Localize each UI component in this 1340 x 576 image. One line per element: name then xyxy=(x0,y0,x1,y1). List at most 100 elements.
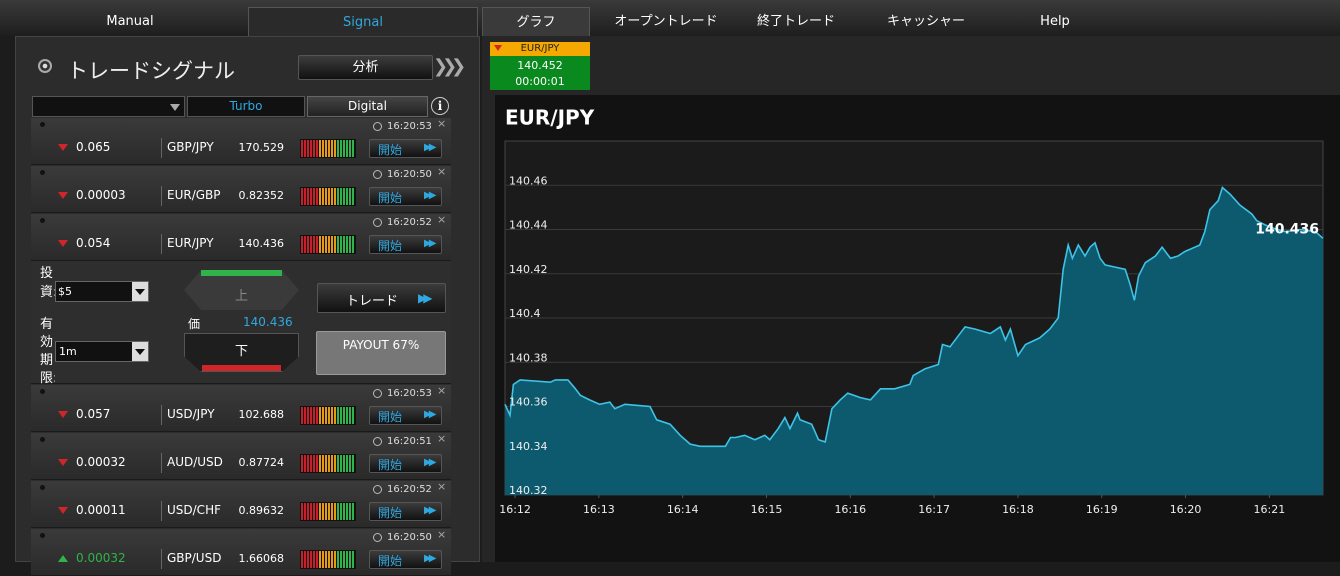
price-label: 価 xyxy=(188,317,201,331)
x-tick-label: 16:20 xyxy=(1170,503,1202,516)
up-button[interactable]: 上 xyxy=(184,270,299,310)
start-button[interactable]: 開始 ▶▶ xyxy=(369,406,442,425)
meter-bar xyxy=(322,503,324,520)
meter-bar xyxy=(343,455,345,472)
y-tick-label: 140.46 xyxy=(509,174,548,187)
amount-dropdown[interactable] xyxy=(132,282,148,301)
meter-bar xyxy=(343,551,345,568)
turbo-tab[interactable]: Turbo xyxy=(187,96,305,117)
meter-bar xyxy=(316,551,318,568)
meter-bar xyxy=(325,407,327,424)
nav-tab[interactable]: Manual xyxy=(106,14,154,29)
row-time: 16:20:50 xyxy=(387,532,432,543)
row-change: 0.00032 xyxy=(76,455,126,469)
meter-bar xyxy=(310,455,312,472)
x-tick-label: 16:19 xyxy=(1086,503,1118,516)
start-arrows: ▶▶ xyxy=(424,553,437,564)
filter-dropdown[interactable] xyxy=(32,96,185,117)
analyze-button[interactable]: 分析 xyxy=(298,55,433,80)
meter-bar xyxy=(331,236,333,253)
meter-bar xyxy=(310,551,312,568)
start-button[interactable]: 開始 ▶▶ xyxy=(369,502,442,521)
meter-bar xyxy=(313,188,315,205)
meter-bar xyxy=(352,140,354,157)
meter-bar xyxy=(343,236,345,253)
meter-bar xyxy=(331,503,333,520)
digital-tab[interactable]: Digital xyxy=(307,96,428,117)
meter-bar xyxy=(340,140,342,157)
expiry-input[interactable]: 1m xyxy=(55,341,149,362)
nav-tab[interactable]: 終了トレード xyxy=(756,14,835,29)
row-dot xyxy=(40,218,45,223)
nav-tab[interactable]: キャッシャー xyxy=(886,14,965,29)
start-button[interactable]: 開始 ▶▶ xyxy=(369,139,442,158)
up-label: 上 xyxy=(234,289,248,304)
trade-button[interactable]: トレード ▶▶ xyxy=(317,283,446,313)
clock-icon xyxy=(373,485,382,494)
signal-row: 16:20:52 × 0.054 EUR/JPY 140.436 開始 ▶▶ xyxy=(31,213,451,261)
meter-bar xyxy=(301,236,303,253)
close-icon[interactable]: × xyxy=(437,432,447,445)
trade-panel: 投資: $5 有効期限: 1m 上 価 140.436 下 トレード ▶▶ PA… xyxy=(31,260,451,384)
amount-input[interactable]: $5 xyxy=(55,281,149,302)
row-dot xyxy=(40,533,45,538)
meter-bar xyxy=(310,503,312,520)
close-icon[interactable]: × xyxy=(437,528,447,541)
meter-bar xyxy=(322,551,324,568)
meter-bar xyxy=(328,455,330,472)
area-fill xyxy=(505,187,1323,495)
meter-bar xyxy=(346,455,348,472)
x-tick-label: 16:17 xyxy=(918,503,950,516)
meter-bar xyxy=(340,551,342,568)
ticker[interactable]: EUR/JPY 140.452 00:00:01 xyxy=(490,42,590,90)
clock-icon xyxy=(373,218,382,227)
meter-bar xyxy=(343,140,345,157)
meter-bar xyxy=(349,551,351,568)
start-label: 開始 xyxy=(378,410,403,424)
down-button[interactable]: 下 xyxy=(184,333,299,372)
row-divider xyxy=(161,549,162,569)
row-price: 1.66068 xyxy=(238,552,285,565)
meter-bar xyxy=(313,140,315,157)
dropdown-arrow xyxy=(135,349,145,355)
row-change: 0.00032 xyxy=(76,551,126,565)
nav-tab[interactable]: オープントレード xyxy=(614,14,718,29)
meter-bar xyxy=(307,188,309,205)
nav-tab[interactable]: グラフ xyxy=(482,7,590,36)
row-divider xyxy=(161,405,162,425)
close-icon[interactable]: × xyxy=(437,213,447,226)
close-icon[interactable]: × xyxy=(437,384,447,397)
close-icon[interactable]: × xyxy=(437,480,447,493)
close-icon[interactable]: × xyxy=(437,117,447,130)
meter-bar xyxy=(331,140,333,157)
meter-bar xyxy=(337,455,339,472)
expiry-dropdown[interactable] xyxy=(132,342,148,361)
nav-tab[interactable]: Signal xyxy=(248,7,478,36)
start-arrows: ▶▶ xyxy=(424,238,437,249)
meter-bar xyxy=(319,188,321,205)
start-button[interactable]: 開始 ▶▶ xyxy=(369,187,442,206)
x-tick-label: 16:14 xyxy=(667,503,699,516)
meter-bar xyxy=(301,407,303,424)
start-arrows: ▶▶ xyxy=(424,457,437,468)
meter-bar xyxy=(337,236,339,253)
meter-bar xyxy=(331,407,333,424)
row-divider xyxy=(161,501,162,521)
nav-tab[interactable]: Help xyxy=(1040,14,1070,29)
info-icon[interactable]: i xyxy=(431,97,449,115)
start-button[interactable]: 開始 ▶▶ xyxy=(369,550,442,569)
start-label: 開始 xyxy=(378,506,403,520)
meter-bar xyxy=(319,236,321,253)
meter-bar xyxy=(313,503,315,520)
chart-title: EUR/JPY xyxy=(505,106,595,130)
clock-icon xyxy=(373,170,382,179)
signal-row: 16:20:52 × 0.00011 USD/CHF 0.89632 開始 ▶▶ xyxy=(31,480,451,528)
start-button[interactable]: 開始 ▶▶ xyxy=(369,235,442,254)
close-icon[interactable]: × xyxy=(437,165,447,178)
meter-bar xyxy=(334,503,336,520)
start-button[interactable]: 開始 ▶▶ xyxy=(369,454,442,473)
meter-bar xyxy=(328,407,330,424)
up-indicator xyxy=(201,270,282,276)
meter-bar xyxy=(352,188,354,205)
